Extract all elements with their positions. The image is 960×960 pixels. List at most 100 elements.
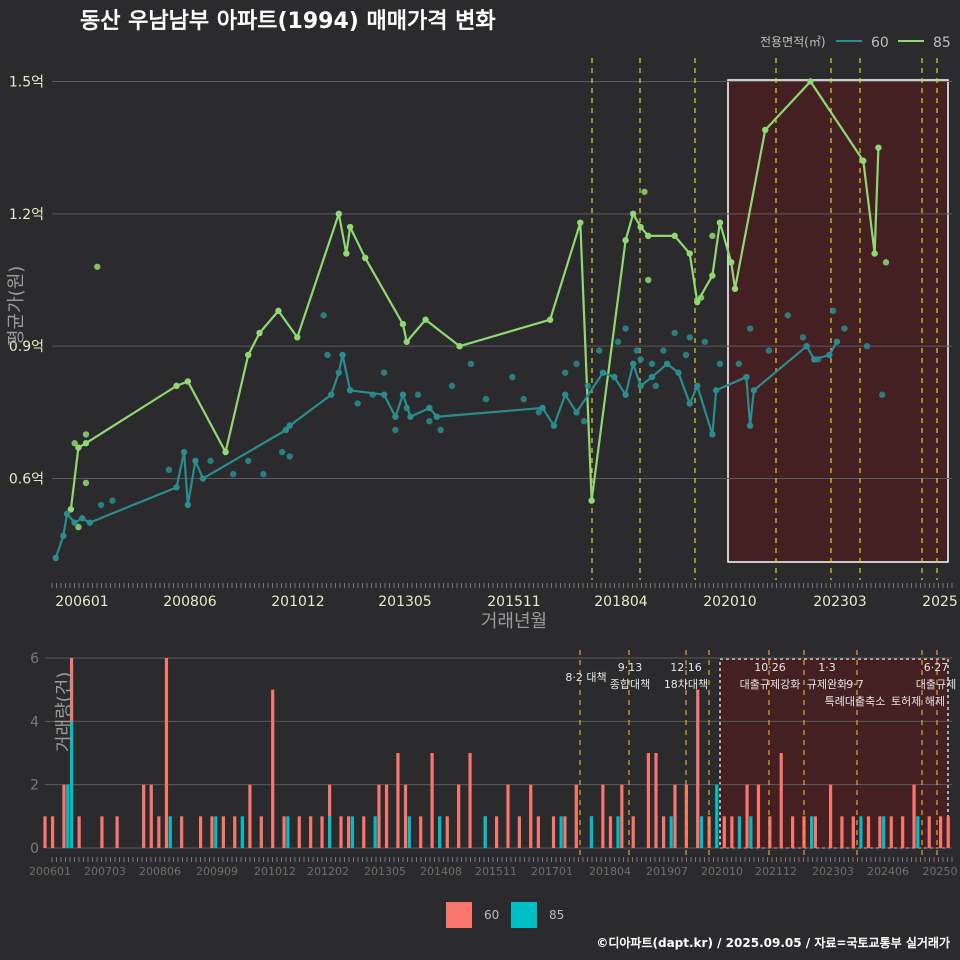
bar-60 bbox=[210, 816, 214, 848]
data-point-60 bbox=[652, 382, 659, 390]
legend-swatch-85-bar bbox=[511, 902, 537, 928]
data-point-85 bbox=[637, 223, 644, 231]
bar-60 bbox=[445, 816, 449, 848]
y-tick-label-volume: 2 bbox=[30, 778, 39, 794]
data-point-60 bbox=[611, 373, 618, 381]
bar-85 bbox=[559, 816, 563, 848]
bar-60 bbox=[745, 784, 749, 848]
data-point-60 bbox=[260, 470, 267, 478]
data-point-60 bbox=[562, 391, 569, 398]
event-label: 9·13 bbox=[618, 661, 643, 674]
bar-60 bbox=[517, 816, 521, 848]
event-label: 종합대책 bbox=[610, 678, 650, 691]
data-point-60 bbox=[245, 457, 252, 465]
data-point-60 bbox=[595, 347, 603, 354]
bar-60 bbox=[157, 816, 161, 848]
data-point-85 bbox=[762, 126, 769, 134]
data-point-85 bbox=[75, 444, 82, 451]
data-point-60 bbox=[562, 369, 569, 376]
data-point-60 bbox=[750, 387, 758, 394]
bar-60 bbox=[791, 816, 795, 848]
bar-60 bbox=[259, 816, 263, 848]
data-point-85 bbox=[256, 329, 263, 337]
bar-85 bbox=[69, 721, 74, 848]
highlight-box bbox=[727, 79, 949, 563]
bar-60 bbox=[149, 784, 153, 848]
y-tick-label: 0.9억 bbox=[9, 339, 44, 355]
data-point-60 bbox=[580, 417, 588, 425]
bar-60 bbox=[608, 816, 613, 848]
bar-60 bbox=[654, 753, 658, 848]
data-point-60 bbox=[743, 373, 750, 381]
bar-60 bbox=[142, 784, 146, 848]
data-point-60 bbox=[63, 510, 71, 518]
data-point-60 bbox=[712, 387, 720, 394]
x-tick-label: 201012 bbox=[271, 594, 324, 610]
bar-85 bbox=[438, 816, 442, 848]
data-point-85 bbox=[629, 210, 637, 218]
data-point-60 bbox=[414, 391, 422, 398]
data-point-60 bbox=[675, 369, 682, 376]
bar-60 bbox=[901, 816, 905, 848]
data-point-60 bbox=[320, 312, 327, 319]
bar-85 bbox=[350, 816, 354, 848]
bar-60 bbox=[730, 816, 734, 848]
data-point-60 bbox=[633, 347, 641, 354]
event-label: 10·26 bbox=[754, 661, 786, 674]
data-point-60 bbox=[573, 409, 580, 416]
bar-60 bbox=[927, 816, 931, 848]
bar-85 bbox=[168, 816, 172, 848]
event-label: 9·7 bbox=[846, 678, 864, 691]
data-point-85 bbox=[546, 316, 554, 323]
legend-swatch-60-bar bbox=[446, 902, 472, 928]
y-tick-label-volume: 4 bbox=[30, 714, 39, 730]
data-point-85 bbox=[67, 506, 75, 513]
x-tick-label-volume: 201305 bbox=[364, 865, 406, 878]
data-point-60 bbox=[109, 497, 116, 504]
data-point-85 bbox=[275, 307, 282, 315]
data-point-60 bbox=[535, 409, 542, 416]
x-tick-label-volume: 201012 bbox=[254, 865, 296, 878]
bar-60 bbox=[722, 816, 726, 848]
data-point-60 bbox=[282, 426, 290, 434]
bar-60 bbox=[840, 816, 844, 848]
bar-85 bbox=[859, 816, 863, 848]
bar-60 bbox=[115, 816, 119, 848]
data-point-60 bbox=[433, 413, 441, 420]
bar-60 bbox=[779, 753, 783, 848]
bar-60 bbox=[813, 816, 817, 848]
bar-85 bbox=[916, 816, 920, 848]
legend-label-85-bar: 85 bbox=[549, 908, 564, 922]
data-point-85 bbox=[697, 294, 705, 301]
data-point-85 bbox=[871, 250, 878, 257]
y-tick-label-volume: 0 bbox=[30, 841, 39, 857]
x-tick-label-volume: 201511 bbox=[475, 865, 517, 878]
data-point-60 bbox=[380, 391, 388, 398]
data-point-60 bbox=[671, 329, 678, 337]
x-tick-label-volume: 201701 bbox=[531, 865, 573, 878]
x-tick-label-volume: 201202 bbox=[307, 865, 349, 878]
data-point-85 bbox=[335, 210, 342, 218]
data-point-85 bbox=[645, 276, 652, 284]
data-point-85 bbox=[641, 188, 648, 195]
y-axis-title-volume: 거래량(건) bbox=[54, 672, 75, 752]
data-point-85 bbox=[860, 157, 867, 165]
bar-60 bbox=[696, 689, 700, 848]
bar-85 bbox=[286, 816, 290, 848]
data-point-60 bbox=[467, 360, 475, 368]
legend-title: 전용면적(㎡) bbox=[760, 35, 826, 49]
bar-60 bbox=[198, 816, 203, 848]
bar-60 bbox=[221, 816, 225, 848]
data-point-85 bbox=[588, 497, 595, 504]
bar-85 bbox=[240, 816, 244, 848]
x-tick-label: 202010 bbox=[703, 594, 756, 610]
data-point-85 bbox=[622, 237, 629, 244]
data-point-60 bbox=[539, 404, 546, 412]
data-point-85 bbox=[294, 334, 301, 341]
data-point-60 bbox=[799, 334, 807, 341]
data-point-60 bbox=[682, 351, 690, 359]
data-point-60 bbox=[784, 312, 792, 319]
data-point-60 bbox=[346, 387, 354, 394]
x-tick-label: 201804 bbox=[594, 594, 648, 610]
